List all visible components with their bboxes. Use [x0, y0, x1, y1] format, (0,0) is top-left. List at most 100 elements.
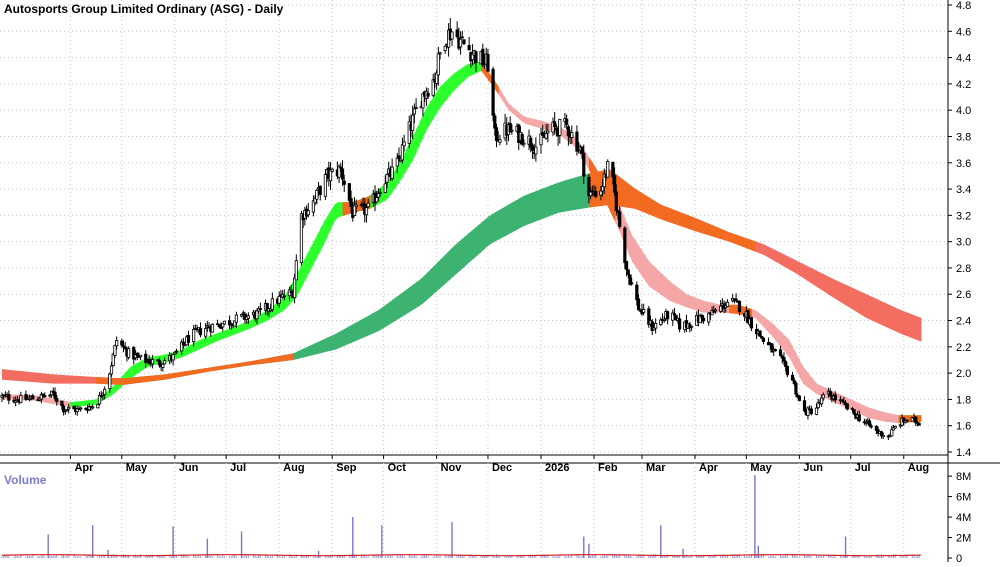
short-term-ribbon-segment	[333, 202, 338, 222]
month-label-5: Sep	[336, 462, 356, 474]
short-term-ribbon-segment	[87, 399, 92, 406]
long-ribbon-crossover-segment	[623, 179, 628, 208]
candle-body	[614, 191, 618, 212]
candle-body	[628, 274, 632, 285]
long-term-ribbon-segment	[854, 288, 859, 313]
candle-body	[474, 51, 478, 64]
long-term-ribbon-segment	[12, 370, 17, 381]
candle-body	[674, 315, 678, 320]
long-term-ribbon-segment	[498, 208, 503, 240]
month-label-1: May	[126, 462, 148, 474]
long-ribbon-crossover-segment	[729, 232, 734, 243]
long-term-ribbon-segment	[860, 291, 865, 317]
long-ribbon-transition-segment	[181, 371, 186, 377]
short-ribbon-peak-segment	[487, 71, 492, 85]
long-term-ribbon-segment	[785, 255, 790, 270]
long-term-ribbon-segment	[436, 259, 441, 292]
short-ribbon-break-segment	[592, 162, 597, 183]
candle-body	[594, 191, 598, 197]
short-term-ribbon-segment	[775, 326, 780, 345]
long-term-ribbon-segment	[395, 294, 400, 321]
candle-body	[910, 417, 914, 422]
candle-body	[123, 346, 127, 349]
candle-body	[778, 349, 783, 357]
long-term-ribbon-segment	[419, 276, 424, 306]
long-ribbon-transition-segment	[284, 354, 289, 362]
candle-body	[378, 192, 382, 195]
long-ribbon-transition-segment	[171, 372, 176, 379]
short-term-ribbon-segment	[676, 286, 681, 305]
long-term-ribbon-segment	[36, 372, 41, 383]
short-term-ribbon-segment	[111, 384, 116, 396]
candle-body	[544, 133, 548, 139]
long-ribbon-transition-segment	[236, 362, 241, 368]
long-ribbon-transition-segment	[219, 365, 224, 370]
short-term-ribbon-segment	[323, 216, 328, 245]
long-ribbon-crossover-segment	[691, 216, 696, 232]
long-term-ribbon-segment	[789, 257, 794, 272]
long-term-ribbon-segment	[891, 306, 896, 332]
long-term-ribbon-segment	[474, 225, 479, 258]
candle-body	[491, 68, 495, 116]
long-ribbon-transition-segment	[209, 367, 214, 372]
candle-body	[192, 329, 196, 343]
candle-body	[460, 36, 464, 39]
candle-body	[773, 349, 778, 352]
candle-body	[55, 397, 59, 402]
short-term-ribbon-segment	[648, 261, 653, 289]
long-term-ribbon-segment	[398, 292, 403, 319]
short-term-ribbon-segment	[645, 256, 650, 287]
short-term-ribbon-segment	[518, 112, 523, 122]
candle-body	[265, 303, 269, 311]
long-term-ribbon-segment	[484, 216, 489, 249]
candle-body	[840, 399, 844, 402]
candle-body	[255, 310, 259, 320]
candle-body	[385, 174, 389, 183]
long-term-ribbon-segment	[535, 189, 540, 222]
long-term-ribbon-segment	[898, 309, 903, 335]
candle-body	[48, 394, 52, 397]
long-ribbon-transition-segment	[260, 358, 265, 364]
candle-body	[612, 175, 617, 193]
long-term-ribbon-segment	[552, 183, 557, 215]
price-tick-label-15: 4.4	[956, 53, 971, 65]
long-ribbon-crossover-segment	[657, 202, 662, 220]
short-term-ribbon-segment	[813, 379, 818, 395]
long-term-ribbon-segment	[320, 339, 325, 354]
long-term-ribbon-segment	[70, 375, 75, 384]
short-term-ribbon-segment	[782, 333, 787, 354]
candle-body	[760, 336, 764, 339]
short-term-ribbon-segment	[659, 271, 664, 296]
short-ribbon-bounce-segment	[729, 304, 734, 314]
short-ribbon-break-segment	[588, 157, 593, 176]
short-term-ribbon-segment	[186, 344, 191, 355]
candle-body	[541, 132, 545, 136]
candle-body	[587, 176, 591, 197]
candle-body	[891, 427, 896, 431]
long-term-ribbon-segment	[511, 200, 516, 233]
long-ribbon-transition-segment	[198, 368, 203, 374]
candle-body	[618, 211, 622, 227]
short-term-ribbon-segment	[90, 399, 95, 406]
candle-body	[75, 408, 79, 413]
long-ribbon-transition-segment	[167, 373, 172, 380]
long-ribbon-crossover-segment	[725, 230, 730, 242]
candle-body	[666, 311, 670, 320]
short-term-ribbon-segment	[884, 412, 889, 423]
candle-body	[62, 405, 66, 413]
long-term-ribbon-segment	[453, 242, 458, 277]
short-term-ribbon-segment	[63, 400, 68, 407]
candle-body	[816, 402, 820, 409]
long-term-ribbon-segment	[881, 301, 886, 327]
long-term-ribbon-segment	[381, 304, 386, 329]
candle-body	[893, 426, 897, 429]
long-term-ribbon-segment	[354, 321, 359, 342]
long-term-ribbon-segment	[895, 307, 900, 333]
long-term-ribbon-segment	[888, 304, 893, 330]
long-term-ribbon-segment	[8, 369, 13, 381]
long-term-ribbon-segment	[32, 372, 37, 383]
candle-body	[481, 48, 485, 66]
long-ribbon-transition-segment	[246, 361, 251, 366]
candle-body	[323, 174, 328, 197]
long-term-ribbon-segment	[310, 343, 315, 356]
